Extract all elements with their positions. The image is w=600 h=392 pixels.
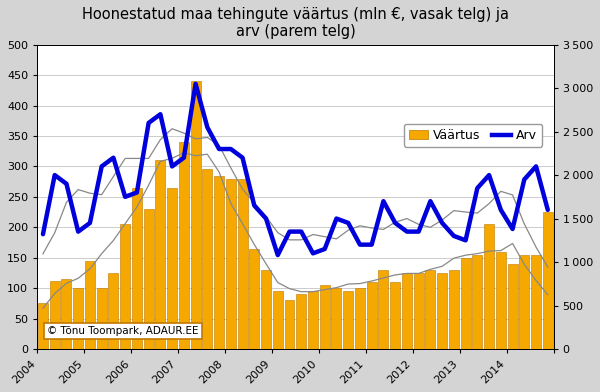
Bar [261, 270, 271, 349]
Title: Hoonestatud maa tehingute väärtus (mln €, vasak telg) ja
arv (parem telg): Hoonestatud maa tehingute väärtus (mln €… [82, 7, 509, 39]
Bar [425, 270, 436, 349]
Bar [355, 288, 365, 349]
Bar [379, 270, 388, 349]
Bar [449, 270, 459, 349]
Bar [238, 179, 248, 349]
Bar [120, 224, 130, 349]
Bar [461, 258, 470, 349]
Bar [520, 255, 529, 349]
Bar [273, 291, 283, 349]
Bar [308, 291, 318, 349]
Bar [50, 281, 59, 349]
Bar [531, 255, 541, 349]
Bar [132, 188, 142, 349]
Bar [508, 264, 518, 349]
Bar [402, 273, 412, 349]
Bar [331, 288, 341, 349]
Bar [167, 188, 177, 349]
Bar [413, 273, 424, 349]
Bar [343, 291, 353, 349]
Bar [484, 224, 494, 349]
Bar [226, 179, 236, 349]
Bar [214, 176, 224, 349]
Bar [543, 212, 553, 349]
Bar [109, 273, 118, 349]
Bar [97, 288, 107, 349]
Text: © Tõnu Toompark, ADAUR.EE: © Tõnu Toompark, ADAUR.EE [47, 326, 199, 336]
Bar [191, 81, 200, 349]
Bar [61, 279, 71, 349]
Legend: Väärtus, Arv: Väärtus, Arv [404, 124, 542, 147]
Bar [496, 252, 506, 349]
Bar [202, 169, 212, 349]
Bar [179, 142, 189, 349]
Bar [390, 282, 400, 349]
Bar [437, 273, 447, 349]
Bar [155, 160, 166, 349]
Bar [38, 303, 48, 349]
Bar [249, 249, 259, 349]
Bar [296, 294, 306, 349]
Bar [143, 209, 154, 349]
Bar [85, 261, 95, 349]
Bar [472, 255, 482, 349]
Bar [73, 288, 83, 349]
Bar [320, 285, 330, 349]
Bar [367, 282, 377, 349]
Bar [284, 300, 295, 349]
